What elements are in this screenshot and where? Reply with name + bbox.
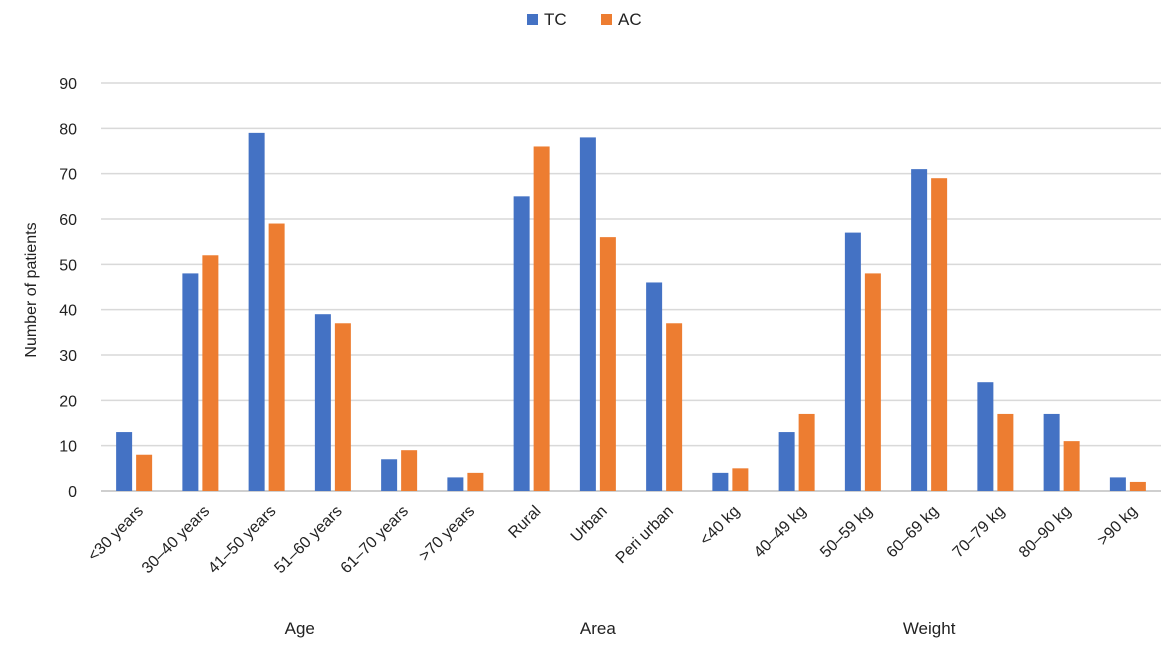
y-axis-label: Number of patients	[23, 222, 40, 357]
y-tick-label: 70	[59, 167, 77, 184]
bars	[116, 132, 1146, 492]
y-tick-label: 90	[59, 76, 77, 93]
x-tick-label: 80–90 kg	[1016, 503, 1075, 562]
bar-ac	[401, 450, 418, 491]
y-tick-label: 50	[59, 257, 77, 274]
x-tick-label: >90 kg	[1094, 503, 1140, 549]
bar-ac	[268, 223, 285, 492]
legend-swatch-ac	[601, 14, 612, 25]
bar-tc	[579, 137, 596, 491]
bar-ac	[533, 146, 550, 491]
bar-ac	[997, 413, 1014, 491]
bar-tc	[513, 196, 530, 492]
bar-tc	[712, 472, 729, 491]
y-tick-label: 60	[59, 212, 77, 229]
legend-label-tc: TC	[544, 10, 567, 29]
bar-tc	[1109, 477, 1126, 491]
x-tick-label: 61–70 years	[338, 503, 412, 577]
y-tick-label: 10	[59, 439, 77, 456]
bar-ac	[864, 273, 881, 491]
bar-ac	[732, 468, 749, 491]
bar-tc	[182, 273, 199, 491]
y-axis-ticks: 0 10 20 30 40 50 60 70 80 90	[59, 76, 77, 501]
bar-tc	[977, 382, 994, 491]
y-tick-label: 80	[59, 121, 77, 138]
y-tick-label: 30	[59, 348, 77, 365]
bar-ac	[202, 255, 219, 491]
group-label: Age	[285, 619, 315, 638]
bar-ac	[599, 237, 616, 491]
x-tick-label: 50–59 kg	[817, 503, 876, 562]
bar-tc	[314, 314, 331, 491]
x-tick-label: <40 kg	[697, 503, 743, 549]
group-labels: Age Area Weight	[285, 619, 956, 638]
x-tick-label: 51–60 years	[271, 503, 345, 577]
legend-label-ac: AC	[618, 10, 642, 29]
bar-tc	[116, 432, 133, 491]
bar-ac	[136, 454, 153, 491]
bar-tc	[447, 477, 464, 491]
legend: TC AC	[527, 10, 642, 29]
legend-swatch-tc	[527, 14, 538, 25]
group-label: Weight	[903, 619, 956, 638]
bar-tc	[1043, 413, 1060, 491]
y-tick-label: 0	[68, 484, 77, 501]
bar-tc	[778, 432, 795, 491]
y-tick-label: 40	[59, 303, 77, 320]
bar-tc	[381, 459, 398, 491]
bar-ac	[334, 323, 351, 491]
x-tick-label: Peri urban	[613, 503, 677, 567]
bar-ac	[931, 178, 948, 491]
x-tick-label: 40–49 kg	[751, 503, 810, 562]
bar-tc	[646, 282, 663, 491]
x-tick-label: Rural	[505, 503, 544, 542]
bar-ac	[1063, 441, 1080, 491]
bar-ac	[467, 472, 484, 491]
bar-tc	[844, 232, 861, 491]
x-tick-label: <30 years	[85, 503, 147, 565]
x-tick-label: 41–50 years	[205, 503, 279, 577]
bar-ac	[1129, 481, 1146, 491]
group-label: Area	[580, 619, 616, 638]
bar-ac	[666, 323, 683, 491]
x-tick-label: 60–69 kg	[883, 503, 942, 562]
x-tick-label: 30–40 years	[139, 503, 213, 577]
x-tick-label: Urban	[568, 503, 611, 546]
bar-tc	[248, 132, 265, 491]
x-tick-label: >70 years	[416, 503, 478, 565]
y-tick-label: 20	[59, 393, 77, 410]
bar-tc	[911, 169, 928, 491]
x-tick-label: 70–79 kg	[950, 503, 1009, 562]
bar-ac	[798, 413, 815, 491]
